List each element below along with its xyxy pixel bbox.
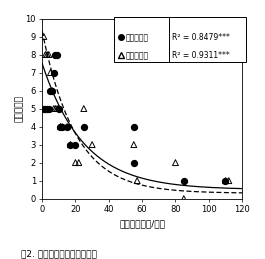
Text: R² = 0.8479***: R² = 0.8479*** (172, 33, 229, 42)
Point (223, 178, 228, 183)
Point (43, 53, 48, 57)
Point (53, 53, 58, 57)
Point (90, 142, 94, 147)
Point (65, 125, 69, 129)
Point (173, 161, 178, 165)
Point (50, 89, 54, 93)
Point (42, 34, 46, 39)
Point (227, 178, 231, 183)
Point (57, 106, 61, 111)
Point (53, 106, 58, 111)
X-axis label: 苗立密度（本/㎡）: 苗立密度（本/㎡） (119, 219, 165, 228)
Point (182, 197, 186, 201)
Point (65, 125, 69, 129)
Point (45, 106, 49, 111)
Point (57, 106, 61, 111)
Point (182, 178, 186, 183)
Point (50, 89, 54, 93)
Point (42, 106, 46, 111)
Text: どんとこい: どんとこい (125, 51, 148, 60)
Point (43, 106, 48, 111)
Point (60, 125, 64, 129)
Text: 図2. 苗立密度と出穂期の関係: 図2. 苗立密度と出穂期の関係 (21, 249, 97, 258)
Y-axis label: 相対出穂日: 相対出穂日 (15, 95, 24, 122)
Point (58, 125, 63, 129)
Point (132, 142, 136, 147)
Point (132, 125, 136, 129)
Point (82, 125, 86, 129)
Point (68, 142, 73, 147)
Text: R² = 0.9311***: R² = 0.9311*** (172, 51, 229, 60)
Point (47, 106, 51, 111)
Point (82, 106, 86, 111)
Point (47, 53, 51, 57)
Point (60, 125, 64, 129)
Point (68, 142, 73, 147)
Point (73, 161, 78, 165)
Point (223, 178, 228, 183)
Point (48, 70, 52, 75)
Text: コシヒカリ: コシヒカリ (125, 33, 148, 42)
Point (135, 178, 139, 183)
Point (52, 106, 56, 111)
Point (55, 106, 59, 111)
Point (77, 161, 81, 165)
Point (73, 142, 78, 147)
Point (45, 53, 49, 57)
Point (48, 89, 52, 93)
Point (55, 53, 59, 57)
Point (52, 70, 56, 75)
Point (132, 161, 136, 165)
Bar (114, 17, 246, 62)
Point (58, 125, 63, 129)
